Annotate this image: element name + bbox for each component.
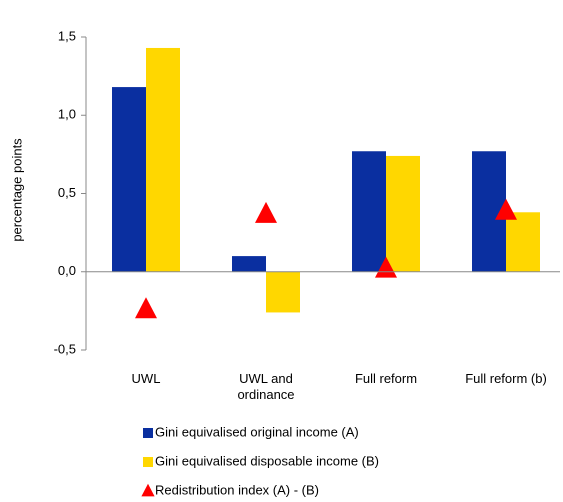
legend-marker <box>143 457 153 467</box>
y-tick-label: 0,5 <box>58 185 76 200</box>
bar <box>266 271 300 313</box>
marker <box>495 198 517 220</box>
marker <box>375 256 397 278</box>
y-tick-label: 1,5 <box>58 28 76 43</box>
bar <box>386 155 420 272</box>
bar <box>112 87 146 272</box>
legend-marker <box>143 428 153 438</box>
x-tick-label: Full reform (b) <box>465 371 547 386</box>
marker <box>255 201 277 223</box>
x-tick-label: UWL and ordinance <box>237 371 295 402</box>
x-tick-label: Full reform <box>354 371 418 386</box>
bar <box>506 212 540 272</box>
x-tick-label: UWL <box>131 371 161 386</box>
y-tick-label: 0,0 <box>58 263 76 278</box>
marker <box>135 297 157 319</box>
y-axis-label: percentage points <box>9 138 24 242</box>
bar <box>352 151 386 272</box>
legend-label: Redistribution index (A) - (B) <box>155 482 319 497</box>
legend-marker <box>141 483 155 497</box>
bar <box>146 47 180 272</box>
bar <box>232 256 266 272</box>
y-tick-label: -0,5 <box>54 341 76 356</box>
legend-label: Gini equivalised original income (A) <box>155 424 359 439</box>
y-tick-label: 1,0 <box>58 107 76 122</box>
legend-label: Gini equivalised disposable income (B) <box>155 453 379 468</box>
